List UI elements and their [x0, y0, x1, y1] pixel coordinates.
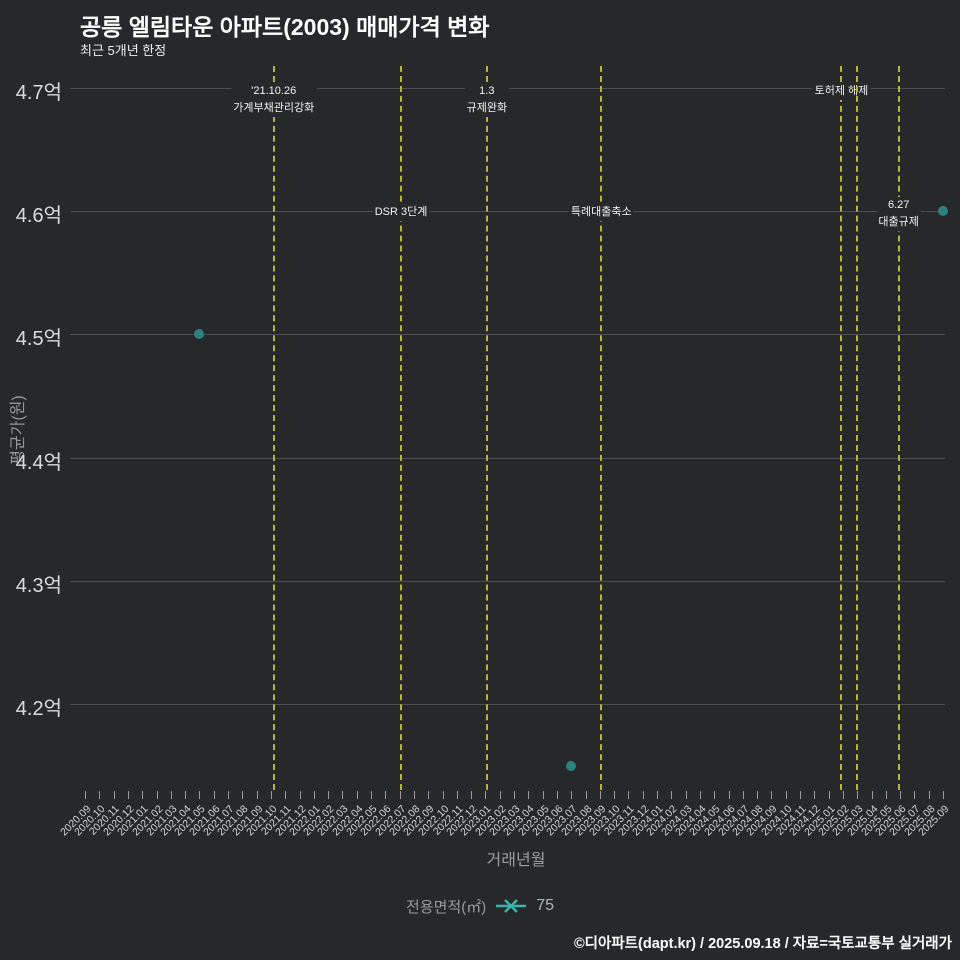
x-tick-mark [342, 791, 344, 799]
x-tick-mark [642, 791, 644, 799]
event-annotation: 토허제 해제 [812, 83, 871, 100]
event-line [840, 66, 843, 790]
x-tick-mark [428, 791, 430, 799]
x-tick-mark [471, 791, 473, 799]
y-tick-label: 4.3억 [15, 574, 62, 597]
x-tick-mark [456, 791, 458, 799]
event-annotation: 6.27 대출규제 [876, 197, 921, 231]
event-annotation: 특례대출축소 [568, 204, 634, 221]
line-x-marker-icon [496, 898, 527, 914]
x-tick-mark [628, 791, 630, 799]
x-tick-mark [213, 791, 215, 799]
x-tick-mark [199, 791, 201, 799]
y-tick-label: 4.7억 [15, 82, 62, 104]
x-tick-mark [599, 791, 601, 799]
x-tick-mark [514, 791, 515, 799]
chart-subtitle: 최근 5개년 한정 [80, 43, 167, 58]
x-tick-mark [313, 791, 315, 799]
x-tick-mark [356, 791, 358, 799]
x-tick-mark [399, 791, 401, 799]
footer-credit: ©디아파트(dapt.kr) / 2025.09.18 / 자료=국토교통부 실… [573, 936, 952, 952]
page-title: 공릉 엘림타운 아파트(2003) 매매가격 변화 [80, 14, 490, 40]
x-tick-mark [542, 791, 544, 799]
x-tick-mark [299, 791, 301, 799]
x-tick-mark [714, 791, 716, 799]
x-tick-mark [671, 791, 673, 799]
x-tick-mark [771, 791, 773, 799]
x-tick-mark [871, 791, 873, 799]
x-tick-mark [857, 791, 859, 799]
x-tick-mark [943, 791, 944, 799]
legend[interactable]: 전용면적(㎡) 75 [0, 893, 960, 919]
data-point[interactable] [938, 206, 948, 217]
x-tick-mark [442, 791, 444, 799]
x-tick-mark [270, 791, 272, 799]
x-tick-mark [885, 791, 887, 799]
x-tick-mark [571, 791, 573, 799]
x-tick-mark [685, 791, 687, 799]
x-tick-mark [928, 791, 930, 799]
x-tick-mark [800, 791, 801, 799]
y-tick-label: 4.6억 [15, 205, 62, 228]
event-line [485, 66, 488, 790]
x-tick-mark [185, 791, 187, 799]
x-tick-mark [242, 791, 244, 799]
x-tick-mark [699, 791, 701, 799]
x-tick-mark [614, 791, 616, 799]
legend-series-value: 75 [536, 897, 554, 914]
event-line [272, 66, 275, 790]
x-tick-mark [900, 791, 902, 799]
data-point[interactable] [194, 329, 205, 340]
x-tick-mark [256, 791, 258, 799]
gridline [70, 211, 945, 213]
gridline [70, 457, 945, 459]
x-tick-mark [85, 791, 86, 799]
x-tick-mark [914, 791, 916, 799]
x-tick-mark [657, 791, 658, 799]
gridline [70, 704, 945, 705]
x-tick-mark [142, 791, 144, 799]
x-tick-mark [328, 791, 330, 799]
x-tick-mark [785, 791, 787, 799]
x-tick-mark [385, 791, 387, 799]
event-annotation: DSR 3단계 [372, 204, 430, 221]
x-tick-mark [585, 791, 587, 799]
x-tick-mark [528, 791, 530, 799]
event-annotation: '21.10.26 가계부채관리강화 [231, 83, 317, 117]
y-tick-label: 4.4억 [15, 451, 62, 474]
x-tick-mark [156, 791, 158, 799]
event-line [856, 66, 859, 790]
x-tick-mark [99, 791, 101, 799]
x-tick-mark [757, 791, 759, 799]
x-tick-mark [113, 791, 115, 799]
gridline [70, 580, 945, 582]
event-line [897, 66, 900, 790]
y-tick-label: 4.2억 [15, 698, 62, 720]
x-tick-mark [842, 791, 844, 799]
x-axis-title: 거래년월 [486, 852, 546, 869]
x-tick-mark [499, 791, 501, 799]
event-annotation: 1.3 규제완화 [464, 83, 510, 117]
x-tick-mark [742, 791, 744, 799]
x-tick-mark [170, 791, 172, 799]
gridline [70, 334, 945, 336]
x-tick-mark [556, 791, 558, 799]
data-point[interactable] [566, 760, 577, 771]
x-tick-mark [127, 791, 129, 799]
x-tick-mark [285, 791, 287, 799]
x-tick-mark [828, 791, 830, 799]
legend-series-label: 전용면적(㎡) [406, 898, 487, 916]
y-tick-label: 4.5억 [15, 328, 62, 351]
event-line [400, 66, 403, 790]
x-tick-mark [728, 791, 730, 799]
x-tick-mark [485, 791, 487, 799]
x-tick-mark [814, 791, 816, 799]
event-line [600, 66, 603, 790]
x-tick-mark [228, 791, 229, 799]
x-tick-mark [371, 791, 372, 799]
x-tick-mark [413, 791, 415, 799]
